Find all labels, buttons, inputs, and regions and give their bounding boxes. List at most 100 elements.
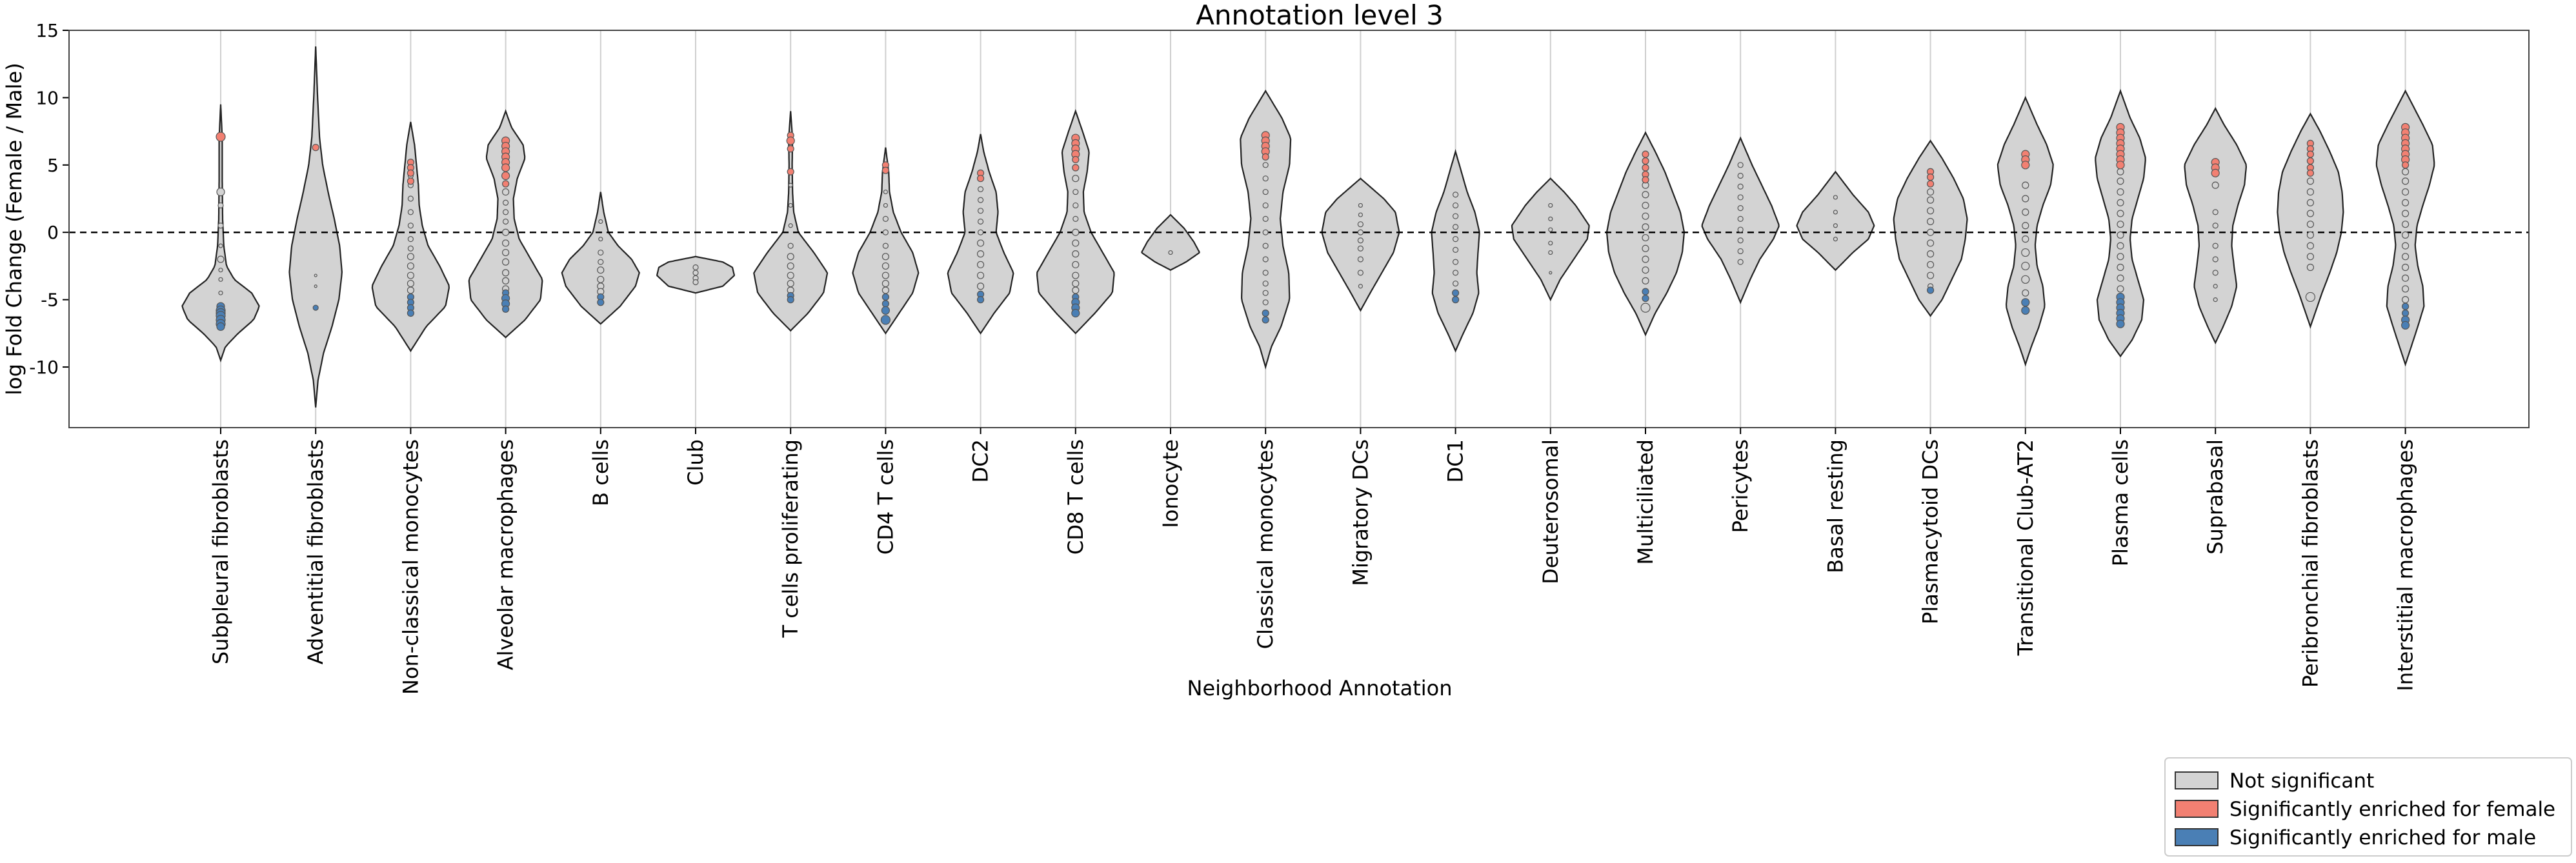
point-not-significant: [1262, 256, 1269, 263]
point-not-significant: [1640, 303, 1651, 313]
point-not-significant: [2022, 222, 2029, 230]
point-not-significant: [1833, 195, 1838, 200]
point-not-significant: [2402, 263, 2410, 272]
point-not-significant: [1072, 215, 1079, 222]
point-male: [1262, 309, 1269, 317]
point-male: [216, 322, 225, 331]
point-not-significant: [977, 208, 984, 214]
point-not-significant: [1453, 259, 1459, 265]
x-tick-label: Interstitial macrophages: [2393, 439, 2418, 691]
point-female: [1927, 180, 1935, 188]
point-not-significant: [2022, 208, 2029, 216]
point-female: [1642, 176, 1649, 184]
point-not-significant: [217, 255, 225, 263]
point-not-significant: [218, 290, 223, 295]
legend-swatch: [2175, 800, 2219, 818]
point-female: [407, 177, 415, 185]
legend-label: Significantly enriched for male: [2229, 826, 2536, 849]
point-not-significant: [1262, 299, 1269, 306]
point-not-significant: [1357, 237, 1363, 244]
y-tick-label: 5: [47, 155, 59, 176]
point-female: [2306, 157, 2314, 165]
point-not-significant: [1262, 175, 1269, 182]
point-not-significant: [2402, 253, 2410, 261]
point-not-significant: [976, 261, 985, 268]
violin-11: [1141, 213, 1200, 271]
legend-swatch: [2175, 828, 2219, 846]
x-tick-label: Club: [683, 439, 708, 486]
point-not-significant: [1072, 175, 1080, 183]
point-not-significant: [787, 279, 794, 288]
point-not-significant: [407, 253, 415, 261]
x-tick-label: DC2: [969, 439, 993, 482]
point-male: [501, 305, 510, 313]
point-not-significant: [1453, 213, 1459, 219]
point-not-significant: [1642, 212, 1649, 220]
point-not-significant: [1927, 239, 1935, 247]
point-not-significant: [976, 250, 985, 258]
point-not-significant: [1642, 223, 1649, 231]
legend: Not significant Significantly enriched fo…: [2164, 757, 2572, 857]
point-not-significant: [1453, 224, 1459, 230]
point-not-significant: [2306, 177, 2314, 185]
point-not-significant: [1072, 202, 1079, 209]
point-not-significant: [598, 249, 604, 256]
point-not-significant: [2117, 263, 2124, 272]
point-not-significant: [407, 272, 415, 279]
violin-2: [288, 46, 343, 408]
point-not-significant: [2117, 177, 2124, 185]
point-not-significant: [692, 279, 699, 286]
violin-18: [1796, 170, 1875, 272]
point-not-significant: [787, 262, 794, 270]
point-not-significant: [1737, 248, 1744, 255]
x-tick-label: Plasmacytoid DCs: [1918, 439, 1943, 624]
point-not-significant: [881, 262, 890, 270]
point-not-significant: [881, 279, 890, 288]
point-not-significant: [2213, 297, 2218, 303]
point-not-significant: [1453, 246, 1459, 253]
point-not-significant: [1548, 216, 1553, 221]
point-not-significant: [501, 258, 510, 266]
y-tick-label: -5: [41, 290, 59, 311]
point-male: [880, 315, 891, 325]
point-not-significant: [1549, 271, 1553, 275]
point-female: [2402, 161, 2410, 169]
point-not-significant: [787, 272, 794, 279]
point-not-significant: [977, 218, 984, 225]
point-not-significant: [1927, 250, 1935, 258]
point-not-significant: [407, 245, 414, 252]
point-not-significant: [2021, 275, 2030, 284]
x-tick-label: Basal resting: [1823, 439, 1847, 573]
point-not-significant: [2022, 289, 2029, 297]
point-female: [1642, 157, 1649, 165]
point-not-significant: [502, 218, 509, 225]
point-not-significant: [1927, 217, 1935, 226]
point-not-significant: [1262, 162, 1269, 168]
violin-8: [852, 147, 920, 335]
point-not-significant: [1168, 250, 1173, 255]
point-not-significant: [2402, 199, 2410, 206]
y-axis-label: log Fold Change (Female / Male): [2, 63, 26, 395]
point-not-significant: [2306, 253, 2314, 261]
point-female: [312, 144, 319, 152]
point-not-significant: [1548, 203, 1553, 208]
point-not-significant: [1833, 223, 1838, 228]
point-not-significant: [881, 272, 890, 279]
point-not-significant: [597, 266, 605, 274]
point-female: [2306, 150, 2314, 158]
point-not-significant: [2402, 188, 2410, 196]
point-not-significant: [2021, 248, 2030, 257]
point-not-significant: [216, 187, 225, 197]
point-not-significant: [788, 203, 793, 208]
plot-frame: [68, 30, 2530, 428]
point-not-significant: [1642, 277, 1649, 284]
point-not-significant: [407, 286, 415, 294]
point-not-significant: [1737, 259, 1744, 265]
point-not-significant: [2117, 253, 2124, 261]
violin-23: [2277, 112, 2344, 329]
x-tick-label: Subpleural fibroblasts: [208, 439, 233, 664]
legend-label: Significantly enriched for female: [2229, 798, 2555, 821]
point-not-significant: [1642, 191, 1649, 199]
point-not-significant: [1737, 183, 1744, 190]
